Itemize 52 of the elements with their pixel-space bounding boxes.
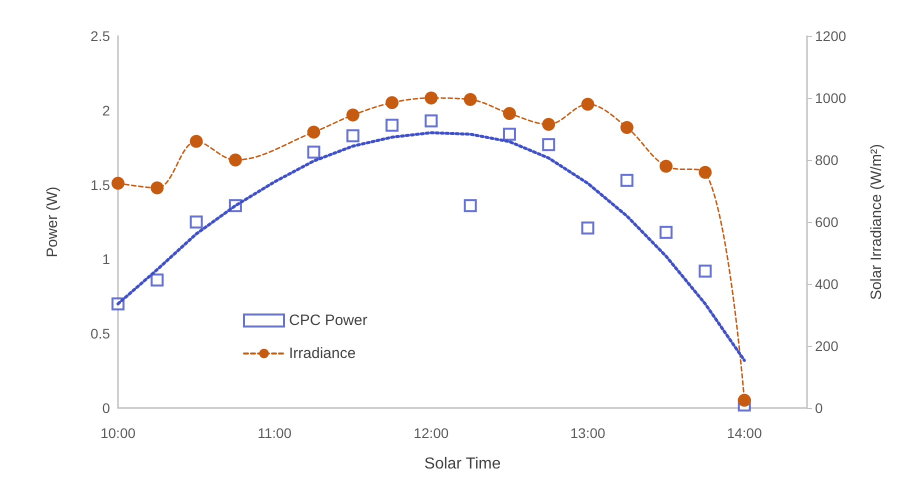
point (386, 96, 399, 110)
point (738, 394, 751, 407)
legend-label: CPC Power (289, 312, 368, 329)
point (502, 107, 516, 120)
point (228, 154, 242, 166)
x-tick-label: 12:00 (414, 425, 449, 441)
point (620, 174, 634, 187)
point (581, 221, 594, 234)
y-tick-label: 0.5 (90, 326, 110, 342)
point (464, 199, 477, 212)
y2-tick-label: 200 (815, 338, 839, 354)
x-tick-label: 14:00 (726, 425, 762, 441)
point (581, 98, 594, 111)
y2-tick-label: 0 (815, 400, 823, 416)
point (346, 108, 360, 122)
y-tick-label: 0 (102, 400, 110, 416)
point (346, 129, 360, 142)
y-tick-label: 2 (102, 102, 110, 118)
point (112, 176, 124, 190)
point (698, 264, 712, 278)
x-tick-label: 13:00 (570, 425, 606, 441)
point (620, 120, 634, 134)
point (464, 93, 477, 106)
point (698, 166, 712, 179)
x-tick-label: 10:00 (100, 425, 136, 441)
point (307, 146, 320, 159)
y2-axis-title: Solar Irradiance (W/m²) (868, 144, 885, 300)
point (424, 114, 438, 128)
point (542, 138, 556, 152)
point (386, 118, 399, 132)
point (190, 216, 203, 228)
point (190, 134, 203, 148)
point (660, 226, 673, 239)
y-tick-label: 2.5 (90, 28, 110, 44)
point (150, 181, 164, 194)
y2-tick-label: 400 (815, 276, 839, 292)
point (150, 274, 164, 287)
y2-tick-label: 600 (815, 214, 839, 230)
y-tick-label: 1.5 (90, 176, 110, 193)
point (307, 126, 320, 139)
x-tick-label: 11:00 (258, 425, 292, 441)
y2-tick-label: 1200 (815, 28, 846, 44)
y-tick-label: 1 (102, 251, 110, 268)
point (424, 92, 438, 104)
point (502, 128, 516, 141)
point (542, 118, 556, 131)
point (660, 160, 673, 173)
x-axis-title: Solar Time (424, 456, 501, 472)
legend-label: Irradiance (289, 345, 356, 362)
y2-tick-label: 1000 (815, 90, 846, 106)
y2-tick-label: 800 (815, 152, 839, 168)
y-axis-title: Power (W) (44, 186, 61, 258)
